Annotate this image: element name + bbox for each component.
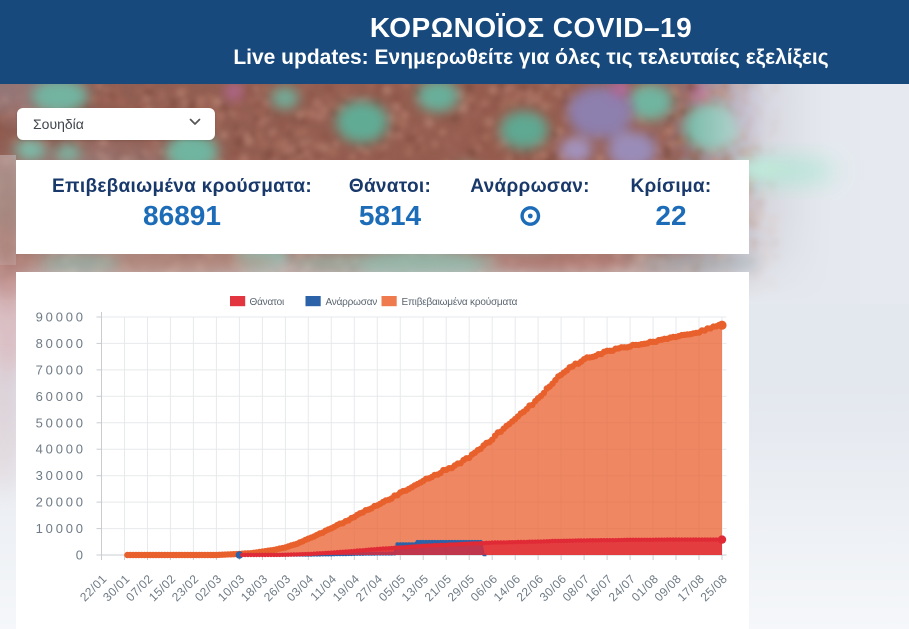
- svg-text:10000: 10000: [36, 521, 86, 536]
- svg-text:Επιβεβαιωμένα κρούσματα: Επιβεβαιωμένα κρούσματα: [402, 296, 518, 308]
- svg-text:03/04: 03/04: [284, 572, 317, 605]
- svg-text:90000: 90000: [36, 310, 86, 325]
- svg-text:30000: 30000: [36, 468, 86, 483]
- svg-text:40000: 40000: [36, 442, 86, 457]
- svg-text:Ανάρρωσαν: Ανάρρωσαν: [326, 296, 378, 308]
- svg-text:60000: 60000: [36, 389, 86, 404]
- svg-text:0: 0: [76, 548, 86, 563]
- svg-text:70000: 70000: [36, 362, 86, 377]
- svg-text:80000: 80000: [36, 336, 86, 351]
- svg-text:Θάνατοι: Θάνατοι: [250, 296, 285, 308]
- svg-text:25/08: 25/08: [698, 572, 731, 605]
- svg-text:50000: 50000: [36, 415, 86, 430]
- svg-text:20000: 20000: [36, 495, 86, 510]
